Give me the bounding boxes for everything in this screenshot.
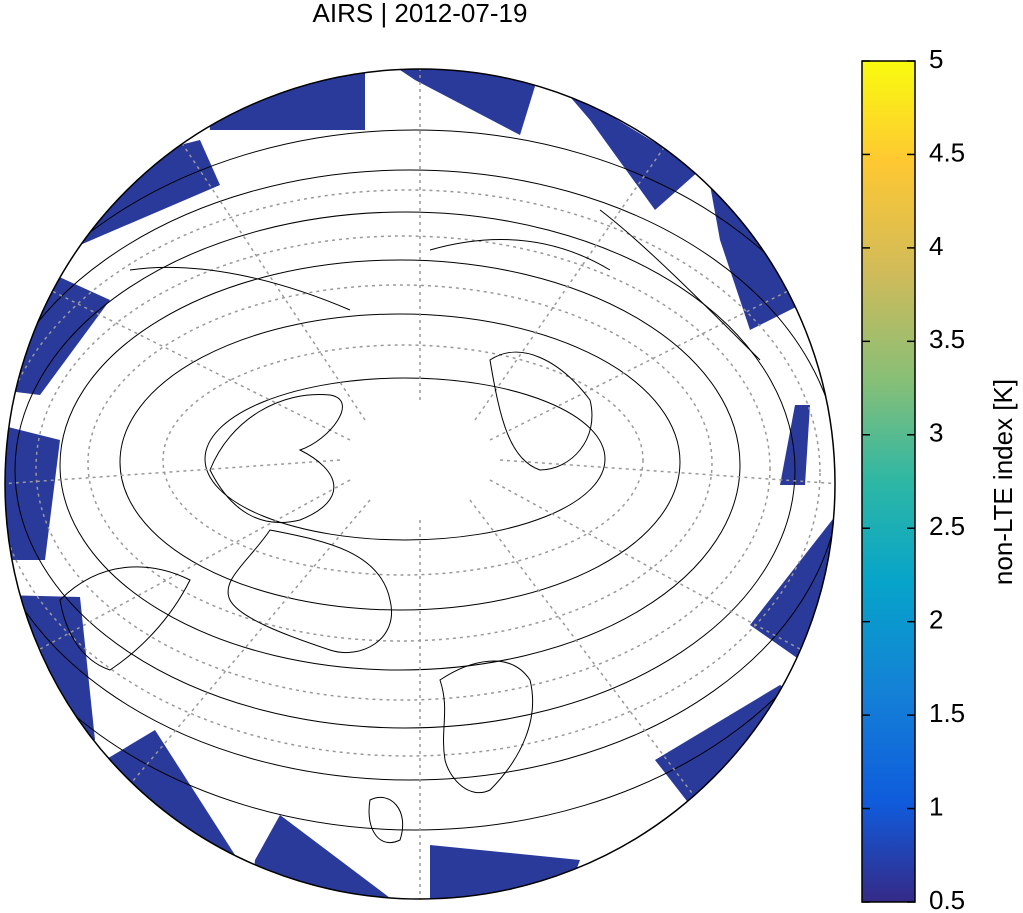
colorbar-tick-label: 3 xyxy=(929,418,943,448)
meridian xyxy=(499,459,835,485)
meridian xyxy=(159,109,366,421)
swath xyxy=(560,85,700,210)
colorbar-gradient xyxy=(861,60,916,903)
colorbar-tick-label: 4 xyxy=(929,231,943,261)
coastline xyxy=(489,351,593,471)
colorbar-tick-label: 1 xyxy=(929,791,943,821)
coastline xyxy=(227,529,393,654)
swath xyxy=(5,595,95,760)
swath xyxy=(5,250,110,395)
colorbar-tick-label: 4.5 xyxy=(929,137,965,167)
meridian xyxy=(469,499,721,831)
swath xyxy=(430,845,580,899)
coastline xyxy=(129,209,761,361)
coastline xyxy=(368,796,404,843)
latitude-line xyxy=(14,211,796,729)
colorbar-tick-label: 5 xyxy=(929,44,943,74)
colorbar-tick-label: 3.5 xyxy=(929,324,965,354)
latitude-gridline xyxy=(5,189,821,757)
swath xyxy=(385,69,540,135)
map xyxy=(5,69,835,899)
colorbar-tick-label: 2 xyxy=(929,605,943,635)
colorbar-tick-label: 2.5 xyxy=(929,511,965,541)
latitude-line xyxy=(119,313,681,611)
coastline xyxy=(439,660,534,794)
colorbar-tick-label: 0.5 xyxy=(929,885,965,913)
colorbar xyxy=(861,60,916,903)
swath xyxy=(200,69,365,130)
globe-outline xyxy=(4,68,836,900)
swath xyxy=(655,685,835,805)
latitude-line xyxy=(5,129,835,831)
colorbar-label: non-LTE index [K] xyxy=(988,379,1018,585)
latitude-line xyxy=(5,169,835,781)
latitude-line xyxy=(204,377,606,541)
map-title: AIRS | 2012-07-19 xyxy=(313,0,528,28)
latitude-gridline xyxy=(87,284,713,642)
colorbar-tick-label: 1.5 xyxy=(929,698,965,728)
coastlines xyxy=(59,209,761,843)
latitude-gridline xyxy=(35,235,771,701)
swath xyxy=(750,510,835,670)
meridian xyxy=(5,459,341,485)
coastline xyxy=(59,566,191,671)
coastline xyxy=(209,393,343,524)
graticule xyxy=(5,69,835,899)
swath xyxy=(780,405,810,485)
latitude-line xyxy=(59,259,741,671)
latitude-gridline xyxy=(162,344,644,576)
